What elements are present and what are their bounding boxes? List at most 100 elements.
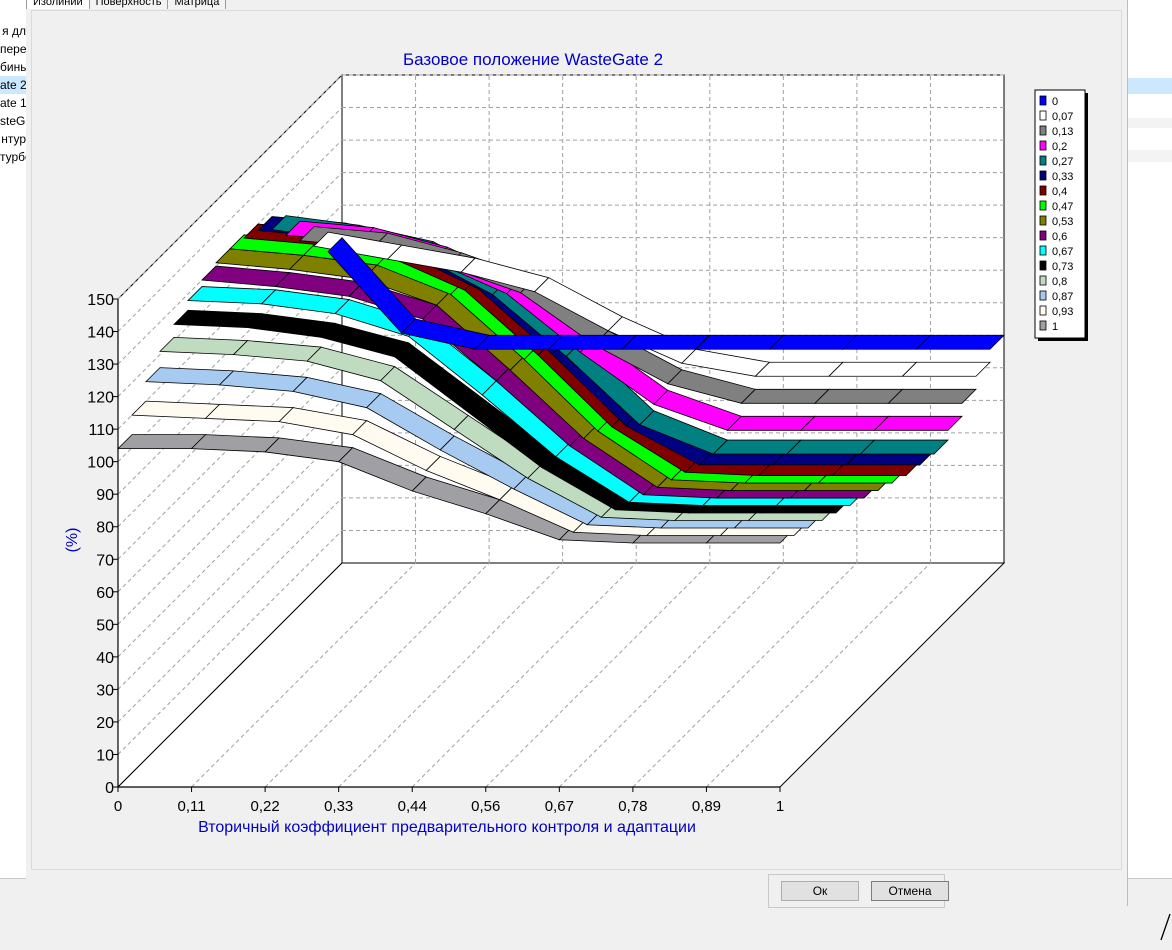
surface-cell (474, 334, 564, 350)
legend-entry: 0,93 (1052, 306, 1073, 318)
x-axis-label: Вторичный коэффициент предварительного к… (198, 819, 696, 836)
legend-entry: 0,27 (1052, 156, 1073, 168)
surface-cell (621, 334, 711, 350)
y-tick-label: 40 (96, 650, 114, 667)
surface-cell (901, 361, 991, 377)
surface-cell (768, 334, 858, 350)
side-grid-line (117, 139, 343, 365)
side-grid-line (117, 172, 343, 397)
x-tick-label: 0,11 (178, 798, 206, 815)
y-tick-label: 140 (87, 325, 114, 342)
surface-series-12 (159, 336, 837, 521)
surface-cell (915, 334, 1005, 350)
background-parameter-list: я дл пере бины ate 2 ate 1 steGa нтур турбо (0, 0, 27, 880)
tab-bar: Изолинии Поверхность Матрица (26, 0, 227, 10)
surface-cell (740, 388, 830, 404)
surface-cell (785, 439, 876, 455)
legend-entry: 0,07 (1052, 111, 1073, 123)
surface-cell (694, 334, 785, 350)
y-tick-label: 90 (96, 487, 114, 504)
surface-series-8 (215, 248, 893, 491)
legend-swatch (1039, 290, 1047, 301)
legend-swatch (1039, 260, 1047, 271)
background-list-item: ate 1 (0, 96, 26, 110)
x-tick-label: 0,22 (251, 798, 280, 815)
background-row (1127, 118, 1172, 128)
legend-entry: 0,33 (1052, 171, 1073, 183)
x-tick-labels: 0 0,11 0,22 0,33 0,44 0,56 0,67 0,78 0,89 1 (114, 787, 784, 815)
floor-grid-line (485, 562, 711, 788)
y-tick-label: 60 (96, 585, 114, 602)
y-tick-label: 0 (105, 780, 114, 797)
background-selected-row (1127, 78, 1172, 94)
chart-axes (117, 299, 780, 788)
x-tick-label: 0,78 (618, 798, 647, 815)
surface-series-1 (313, 231, 991, 377)
background-list-item: турбо (0, 150, 26, 164)
legend-swatch (1039, 215, 1047, 226)
side-grid-line (117, 465, 343, 690)
x-tick-label: 0,44 (398, 798, 427, 815)
legend-entry: 0,2 (1052, 141, 1067, 153)
surface-cell (131, 400, 221, 419)
chart-walls (116, 73, 1006, 789)
y-tick-label: 110 (88, 422, 114, 439)
y-tick-label: 30 (96, 682, 114, 699)
cancel-button[interactable]: Отмена (871, 881, 949, 901)
x-tick-label: 0,56 (471, 798, 500, 815)
background-list-item: бины (0, 60, 26, 74)
legend-entry: 0,8 (1052, 276, 1067, 288)
legend-entry: 0 (1052, 96, 1058, 108)
side-grid-line (117, 269, 343, 495)
legend-entry: 0,47 (1052, 201, 1073, 213)
legend-entry: 0,53 (1052, 216, 1073, 228)
ok-button[interactable]: Ок (781, 881, 859, 901)
floor-grid-line (191, 562, 416, 788)
dialog-button-row: Ок Отмена (768, 874, 949, 908)
legend-entry: 0,4 (1052, 186, 1067, 198)
side-grid-line (117, 204, 343, 430)
legend-swatch (1039, 140, 1047, 151)
legend-entry: 0,87 (1052, 291, 1073, 303)
legend-swatch (1039, 245, 1047, 256)
tab-matrix[interactable]: Матрица (167, 0, 227, 9)
background-list-item: steGa (0, 114, 26, 128)
surface-cell (841, 334, 932, 350)
y-tick-label: 120 (87, 390, 114, 407)
y-tick-label: 70 (96, 552, 114, 569)
surface-cell (190, 434, 281, 453)
legend-swatch (1039, 95, 1047, 106)
background-list-item: я дл (2, 24, 26, 38)
x-tick-label: 1 (776, 798, 784, 815)
background-list-item: ate 2 (0, 76, 26, 94)
chart-surface (117, 215, 1005, 544)
legend-swatch (1039, 125, 1047, 136)
background-right-panel (1127, 0, 1172, 880)
background-list-item: нтур (1, 132, 26, 146)
surface-cell (813, 388, 904, 404)
surface-cell (799, 415, 890, 431)
chart-legend: 0 0,07 0,13 0,2 0,27 0,33 0,4 0,47 0,53 0,6 0,67 0,… (1034, 89, 1088, 341)
legend-swatch (1039, 275, 1047, 286)
background-row (1127, 150, 1172, 162)
y-tick-label: 50 (96, 617, 114, 634)
legend-swatch (1039, 170, 1047, 181)
x-tick-label: 0,67 (545, 798, 574, 815)
side-grid-line (117, 367, 343, 593)
y-tick-labels: 0 10 20 30 40 50 60 70 80 90 100 110 120 130 140 150 (87, 292, 118, 797)
legend-entry: 0,13 (1052, 126, 1073, 138)
surface-cell (159, 336, 249, 356)
surface-cell (712, 439, 802, 455)
side-grid-line (117, 530, 343, 755)
surface-cell (204, 403, 295, 423)
side-grid-line (117, 497, 343, 723)
surface-cell (726, 415, 816, 431)
legend-swatch (1039, 200, 1047, 211)
surface-cell (873, 415, 963, 431)
side-grid-line (117, 107, 343, 332)
y-tick-label: 20 (96, 715, 114, 732)
surface-cell (187, 286, 277, 305)
floor-grid-line (338, 562, 564, 788)
y-tick-label: 100 (87, 455, 114, 472)
